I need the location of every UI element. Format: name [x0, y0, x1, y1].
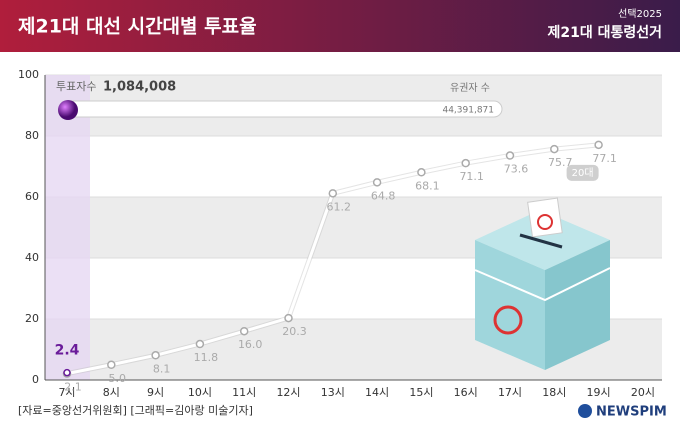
value-label: 75.7 — [548, 156, 573, 169]
x-tick-label: 17시 — [498, 386, 522, 399]
value-label: 77.1 — [592, 152, 617, 165]
ballot-box — [474, 197, 611, 370]
electorate: 44,391,871 — [442, 106, 494, 116]
value-label: 16.0 — [238, 338, 263, 351]
value-label: 64.8 — [371, 189, 396, 202]
value-label: 5.0 — [109, 372, 127, 385]
x-tick-label: 10시 — [188, 386, 212, 399]
value-label: 2.4 — [55, 343, 80, 359]
x-tick-label: 14시 — [365, 386, 389, 399]
title: 제21대 대선 시간대별 투표율 — [18, 16, 257, 38]
y-tick-label: 80 — [25, 129, 39, 142]
value-label: 61.2 — [327, 200, 352, 213]
legend-badge — [566, 164, 599, 181]
point — [328, 189, 338, 198]
x-tick-label: 15시 — [409, 386, 433, 399]
voters: 1,084,008 — [103, 80, 176, 95]
header — [0, 0, 680, 52]
x-tick-label: 13시 — [321, 386, 345, 399]
highlight-column — [45, 75, 90, 380]
value-label: 11.8 — [194, 351, 219, 364]
point — [239, 326, 249, 336]
x-tick-label: 8시 — [103, 386, 120, 399]
x-tick-label: 16시 — [454, 386, 478, 399]
point — [284, 313, 293, 323]
logo — [578, 404, 592, 418]
source: [자료=중앙선거위원회] [그래픽=김아랑 미술기자] — [18, 404, 253, 417]
value-label: 73.6 — [504, 163, 529, 176]
x-tick-label: 18시 — [542, 386, 566, 399]
value-label: 2.1 — [64, 381, 82, 394]
voters-label: 투표자수 — [56, 80, 96, 93]
point — [594, 140, 603, 150]
y-tick-label: 60 — [25, 190, 39, 203]
point — [151, 351, 160, 360]
progress-ball — [58, 100, 78, 120]
value-label: 20.3 — [282, 325, 307, 338]
y-tick-label: 100 — [18, 68, 39, 81]
point — [107, 360, 116, 369]
electorate-label: 유권자 수 — [450, 82, 490, 94]
value-label: 8.1 — [153, 362, 171, 375]
x-tick-label: 20시 — [631, 386, 655, 399]
point — [63, 368, 71, 377]
x-tick-label: 12시 — [276, 386, 300, 399]
x-tick-label: 11시 — [232, 386, 256, 399]
point — [372, 178, 382, 187]
progress-track — [61, 100, 503, 118]
point — [505, 151, 515, 160]
plot: 0 20 40 60 80 100 7시 8시 9시 10시 11시 12시 13시 14시 15시 16시 1… — [18, 68, 662, 399]
y-tick-label: 20 — [25, 312, 39, 325]
value-label: 71.1 — [459, 170, 484, 183]
brand: 제21대 대통령선거 — [547, 25, 662, 41]
point — [195, 339, 205, 349]
publisher: NEWSPIM — [596, 405, 667, 420]
y-tick-label: 0 — [32, 373, 39, 386]
point — [461, 158, 470, 168]
point — [417, 168, 426, 177]
brand-small: 선택2025 — [618, 8, 662, 20]
x-tick-label: 9시 — [147, 386, 164, 399]
x-tick-label: 7시 — [58, 386, 75, 399]
value-label: 68.1 — [415, 179, 440, 192]
legend-label: 20대 — [572, 167, 594, 179]
point — [550, 144, 559, 154]
x-tick-label: 19시 — [587, 386, 611, 399]
y-tick-label: 40 — [25, 251, 39, 264]
